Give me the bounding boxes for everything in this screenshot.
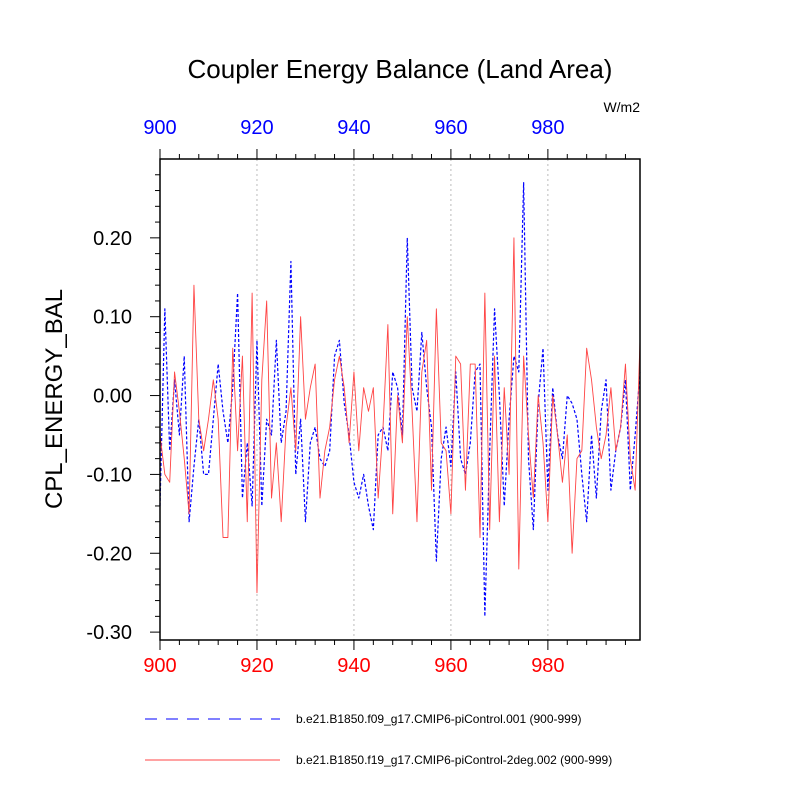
plot-frame: [159, 158, 641, 641]
plot-series: [159, 182, 641, 617]
bottom-x-tick-label: 920: [240, 655, 273, 677]
series-line-2: [159, 237, 641, 594]
bottom-x-tick-label: 980: [531, 655, 564, 677]
y-tick-label: -0.20: [86, 543, 132, 565]
bottom-x-tick-label: 940: [337, 655, 370, 677]
axis-ticks: [150, 149, 626, 650]
chart-title: Coupler Energy Balance (Land Area): [188, 54, 613, 84]
y-axis-label: CPL_ENERGY_BAL: [41, 289, 68, 509]
top-x-tick-labels: 900 920 940 960 980: [143, 117, 564, 139]
series-line-1: [159, 182, 641, 617]
y-tick-label: -0.10: [86, 464, 132, 486]
top-x-tick-label: 960: [434, 117, 467, 139]
y-tick-label: 0.10: [93, 307, 132, 329]
y-tick-label: -0.30: [86, 622, 132, 644]
grid-lines: [256, 159, 549, 640]
legend-label-series-2: b.e21.B1850.f19_g17.CMIP6-piControl-2deg…: [296, 753, 612, 767]
bottom-x-tick-label: 900: [143, 655, 176, 677]
legend: b.e21.B1850.f09_g17.CMIP6-piControl.001 …: [145, 712, 612, 767]
legend-label-series-1: b.e21.B1850.f09_g17.CMIP6-piControl.001 …: [296, 712, 582, 726]
top-x-tick-label: 900: [143, 117, 176, 139]
bottom-x-tick-label: 960: [434, 655, 467, 677]
y-tick-labels: 0.20 0.10 0.00 -0.10 -0.20 -0.30: [86, 228, 132, 644]
y-tick-label: 0.20: [93, 228, 132, 250]
top-x-tick-label: 980: [531, 117, 564, 139]
bottom-x-tick-labels: 900 920 940 960 980: [143, 655, 564, 677]
units-label: W/m2: [603, 99, 640, 115]
top-x-tick-label: 920: [240, 117, 273, 139]
y-tick-label: 0.00: [93, 386, 132, 408]
top-x-tick-label: 940: [337, 117, 370, 139]
